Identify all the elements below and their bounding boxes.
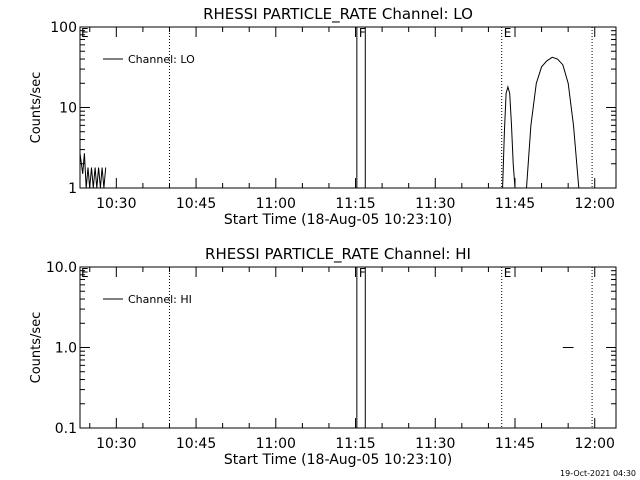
- y-tick-label: 1: [68, 181, 77, 197]
- y-tick-label: 1.0: [55, 341, 77, 357]
- marker-label: F: [359, 26, 366, 40]
- x-axis-label: Start Time (18-Aug-05 10:23:10): [224, 212, 452, 228]
- y-tick-label: 0.1: [55, 421, 77, 437]
- marker-label: E: [504, 26, 512, 40]
- chart-title: RHESSI PARTICLE_RATE Channel: LO: [203, 5, 473, 24]
- x-tick-label: 11:45: [495, 436, 535, 452]
- x-tick-label: 11:30: [415, 196, 455, 212]
- legend-entry: Channel: HI: [128, 293, 192, 306]
- chart-title: RHESSI PARTICLE_RATE Channel: HI: [205, 245, 471, 264]
- legend-entry: Channel: LO: [128, 53, 195, 66]
- x-axis-label: Start Time (18-Aug-05 10:23:10): [224, 452, 452, 468]
- footer-timestamp: 19-Oct-2021 04:30: [560, 469, 636, 478]
- series-line-segment: [502, 85, 516, 189]
- x-tick-label: 11:45: [495, 196, 535, 212]
- edge-marker-label: E: [81, 26, 89, 40]
- y-tick-label: 100: [50, 20, 77, 36]
- edge-marker-label: E: [81, 266, 89, 280]
- y-tick-label: 10.0: [46, 260, 77, 276]
- series-line-segment: [79, 153, 107, 189]
- x-tick-label: 11:15: [335, 196, 375, 212]
- marker-label: F: [359, 266, 366, 280]
- x-tick-label: 11:15: [335, 436, 375, 452]
- x-tick-label: 10:45: [176, 436, 216, 452]
- x-tick-label: 10:30: [96, 196, 136, 212]
- x-tick-label: 11:00: [256, 436, 296, 452]
- y-axis-label: Counts/sec: [29, 312, 44, 384]
- x-tick-label: 11:00: [256, 196, 296, 212]
- x-tick-label: 10:45: [176, 196, 216, 212]
- x-tick-label: 12:00: [575, 196, 615, 212]
- x-tick-label: 11:30: [415, 436, 455, 452]
- y-axis-label: Counts/sec: [29, 72, 44, 144]
- series-line-segment: [526, 56, 580, 189]
- marker-label: E: [504, 266, 512, 280]
- x-tick-label: 12:00: [575, 436, 615, 452]
- x-tick-label: 10:30: [96, 436, 136, 452]
- y-tick-label: 10: [59, 101, 77, 117]
